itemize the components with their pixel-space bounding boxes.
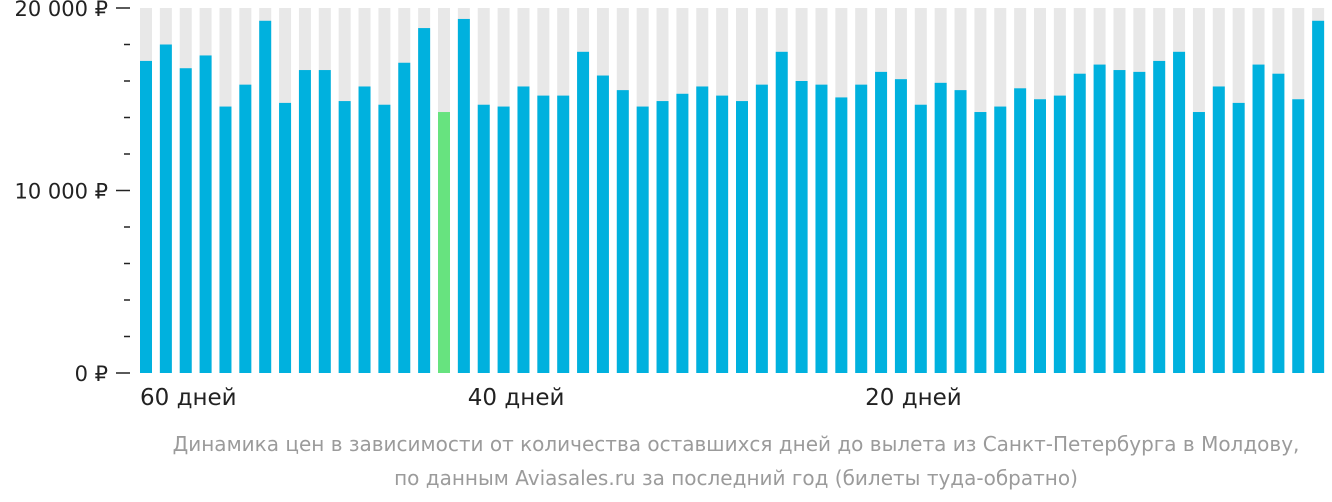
- x-tick-label: 40 дней: [468, 385, 565, 411]
- price-bar: [279, 102, 292, 374]
- price-bar: [994, 106, 1007, 374]
- price-bar: [477, 104, 490, 373]
- x-tick-label: 20 дней: [865, 385, 962, 411]
- price-bar: [775, 51, 788, 374]
- price-bar: [736, 101, 748, 373]
- price-bar: [696, 86, 709, 373]
- price-bar: [815, 84, 828, 374]
- price-bar: [1232, 102, 1245, 374]
- price-bar: [875, 71, 888, 373]
- price-bar: [1272, 73, 1285, 373]
- price-bar: [855, 84, 868, 374]
- price-bar: [378, 104, 391, 373]
- price-bar: [974, 112, 987, 374]
- price-bar: [1312, 20, 1325, 374]
- price-bar: [318, 70, 331, 374]
- y-tick-label: 0 ₽: [75, 362, 108, 386]
- price-bar: [259, 20, 272, 374]
- y-tick-label: 10 000 ₽: [14, 180, 108, 204]
- price-bar: [795, 81, 808, 373]
- price-chart: 0 ₽ 10 000 ₽ 20 000 ₽ 60 дней 40 дней 20 дней…: [14, 0, 1325, 411]
- price-bar: [934, 82, 947, 373]
- price-bar: [179, 68, 192, 373]
- chart-caption-line-1: Динамика цен в зависимости от количества…: [172, 432, 1300, 456]
- price-bar: [1073, 73, 1086, 373]
- price-bar: [159, 44, 172, 373]
- price-bar: [1133, 71, 1146, 373]
- price-bar: [298, 70, 311, 374]
- price-bar: [1014, 88, 1027, 374]
- price-bar: [1252, 64, 1265, 373]
- price-bar: [1292, 99, 1305, 373]
- price-bar: [140, 60, 152, 374]
- price-bar: [537, 95, 550, 373]
- price-bar: [1192, 112, 1205, 374]
- price-bar: [835, 97, 848, 374]
- price-bar: [1053, 95, 1066, 373]
- price-bar: [596, 75, 609, 374]
- price-bar: [676, 93, 689, 374]
- price-bar: [338, 101, 351, 373]
- price-bar: [1034, 99, 1046, 373]
- price-bar: [457, 18, 470, 373]
- price-bar: [636, 106, 649, 374]
- y-tick-label: 20 000 ₽: [14, 0, 108, 21]
- price-bar: [557, 95, 570, 373]
- price-bar: [418, 28, 431, 373]
- price-bar: [1173, 51, 1186, 374]
- chart-caption-line-2: по данным Aviasales.ru за последний год …: [394, 466, 1078, 490]
- price-bar: [656, 101, 669, 373]
- price-bar: [616, 90, 629, 373]
- price-bar: [1093, 64, 1106, 373]
- price-bar: [398, 62, 411, 373]
- price-bar: [438, 112, 450, 374]
- x-tick-label: 60 дней: [140, 385, 237, 411]
- price-bar: [1113, 70, 1126, 374]
- price-bar: [716, 95, 729, 373]
- price-bar: [1153, 60, 1166, 374]
- price-bar: [755, 84, 768, 374]
- price-bar: [577, 51, 590, 374]
- price-bar: [199, 55, 212, 373]
- price-bar: [954, 90, 967, 373]
- price-bar: [914, 104, 927, 373]
- price-bar: [894, 79, 907, 374]
- price-bar: [219, 106, 232, 374]
- price-bar: [497, 106, 510, 374]
- price-bar: [358, 86, 371, 373]
- price-bar: [517, 86, 530, 373]
- price-bar: [1212, 86, 1225, 373]
- price-bar: [239, 84, 252, 374]
